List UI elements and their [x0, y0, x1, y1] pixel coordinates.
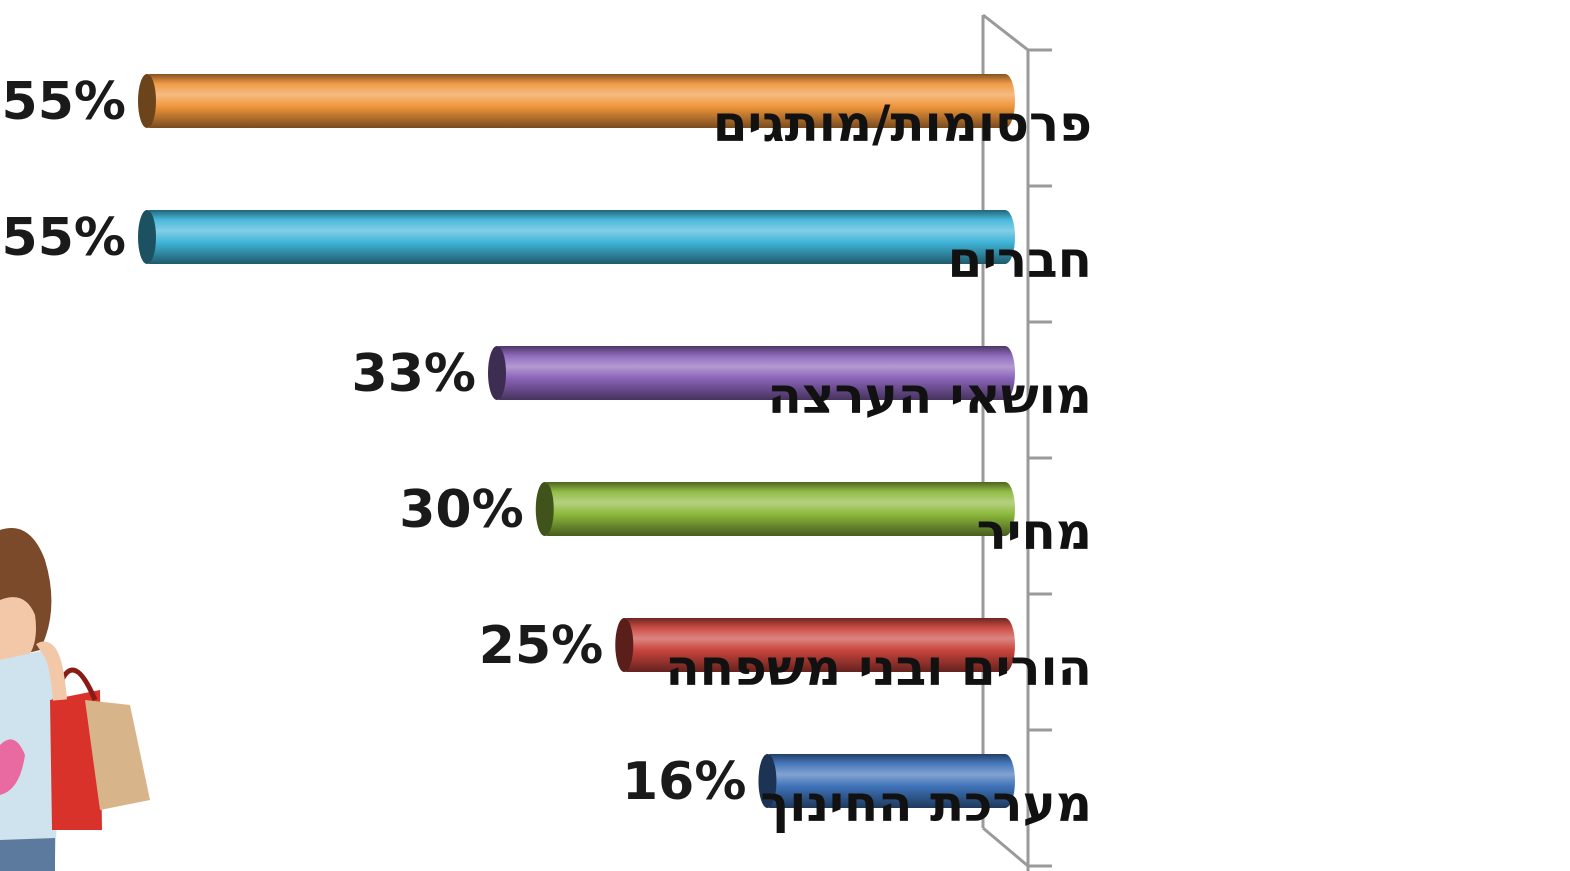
shopping-girl-illustration: [0, 528, 150, 871]
category-label: פרסומות/מותגים: [713, 95, 1092, 153]
bar-end-cap: [488, 346, 506, 400]
bar-end-cap: [138, 210, 156, 264]
bars-group: 55% פרסומות/מותגים 55% חברים 33% מושאי הערצה 3…: [2, 72, 1092, 833]
value-label: 55%: [2, 72, 126, 132]
bar: [537, 482, 1015, 536]
value-label: 25%: [479, 616, 603, 676]
category-label: מערכת החינוך: [760, 775, 1092, 833]
bar-end-cap: [758, 754, 777, 808]
bar: [490, 346, 1015, 400]
bar: [140, 210, 1015, 264]
category-label: הורים ובני משפחה: [665, 639, 1092, 697]
category-label: חברים: [948, 231, 1092, 289]
axis: [981, 13, 1052, 871]
value-label: 30%: [399, 480, 523, 540]
value-label: 16%: [622, 752, 746, 812]
bar-end-cap: [535, 482, 554, 536]
bar: [140, 74, 1015, 128]
bar-end-cap: [615, 618, 634, 672]
category-label: מושאי הערצה: [767, 367, 1092, 425]
bar-end-cap: [138, 74, 156, 128]
value-label: 33%: [352, 344, 476, 404]
value-label: 55%: [2, 208, 126, 268]
bar: [617, 618, 1015, 672]
category-label: מחיר: [977, 503, 1092, 561]
bar: [760, 754, 1015, 808]
